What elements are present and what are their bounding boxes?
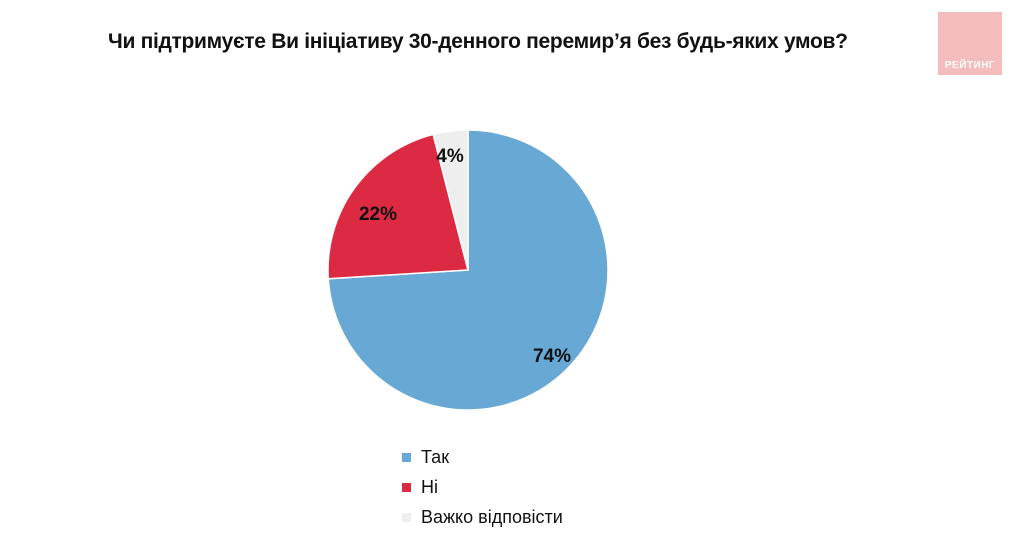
pie-labels: 74% 22% 4%: [359, 146, 571, 367]
legend-label-hard-to-say: Важко відповісти: [421, 506, 563, 527]
pie-slice-hard-to-say: [432, 129, 469, 271]
legend: Так Ні Важко відповісти: [402, 442, 563, 532]
legend-label-tak: Так: [421, 446, 450, 467]
legend-label-ni: Ні: [421, 476, 438, 497]
legend-swatch-tak: [402, 452, 411, 462]
pie-slices: [327, 129, 609, 411]
pie-label-hard-to-say: 4%: [436, 146, 464, 167]
rating-logo: РЕЙТИНГ: [938, 12, 1002, 75]
logo-text: РЕЙТИНГ: [944, 60, 996, 71]
legend-item-ni: Ні: [402, 472, 563, 502]
pie-slice-ni: [327, 133, 469, 280]
legend-item-hard-to-say: Важко відповісти: [402, 502, 563, 532]
legend-swatch-ni: [402, 482, 411, 492]
legend-swatch-hard-to-say: [402, 512, 411, 522]
pie-label-ni: 22%: [359, 204, 397, 225]
chart-title: Чи підтримуєте Ви ініціативу 30-денного …: [108, 30, 848, 53]
legend-item-tak: Так: [402, 442, 563, 472]
pie-label-tak: 74%: [533, 346, 571, 367]
